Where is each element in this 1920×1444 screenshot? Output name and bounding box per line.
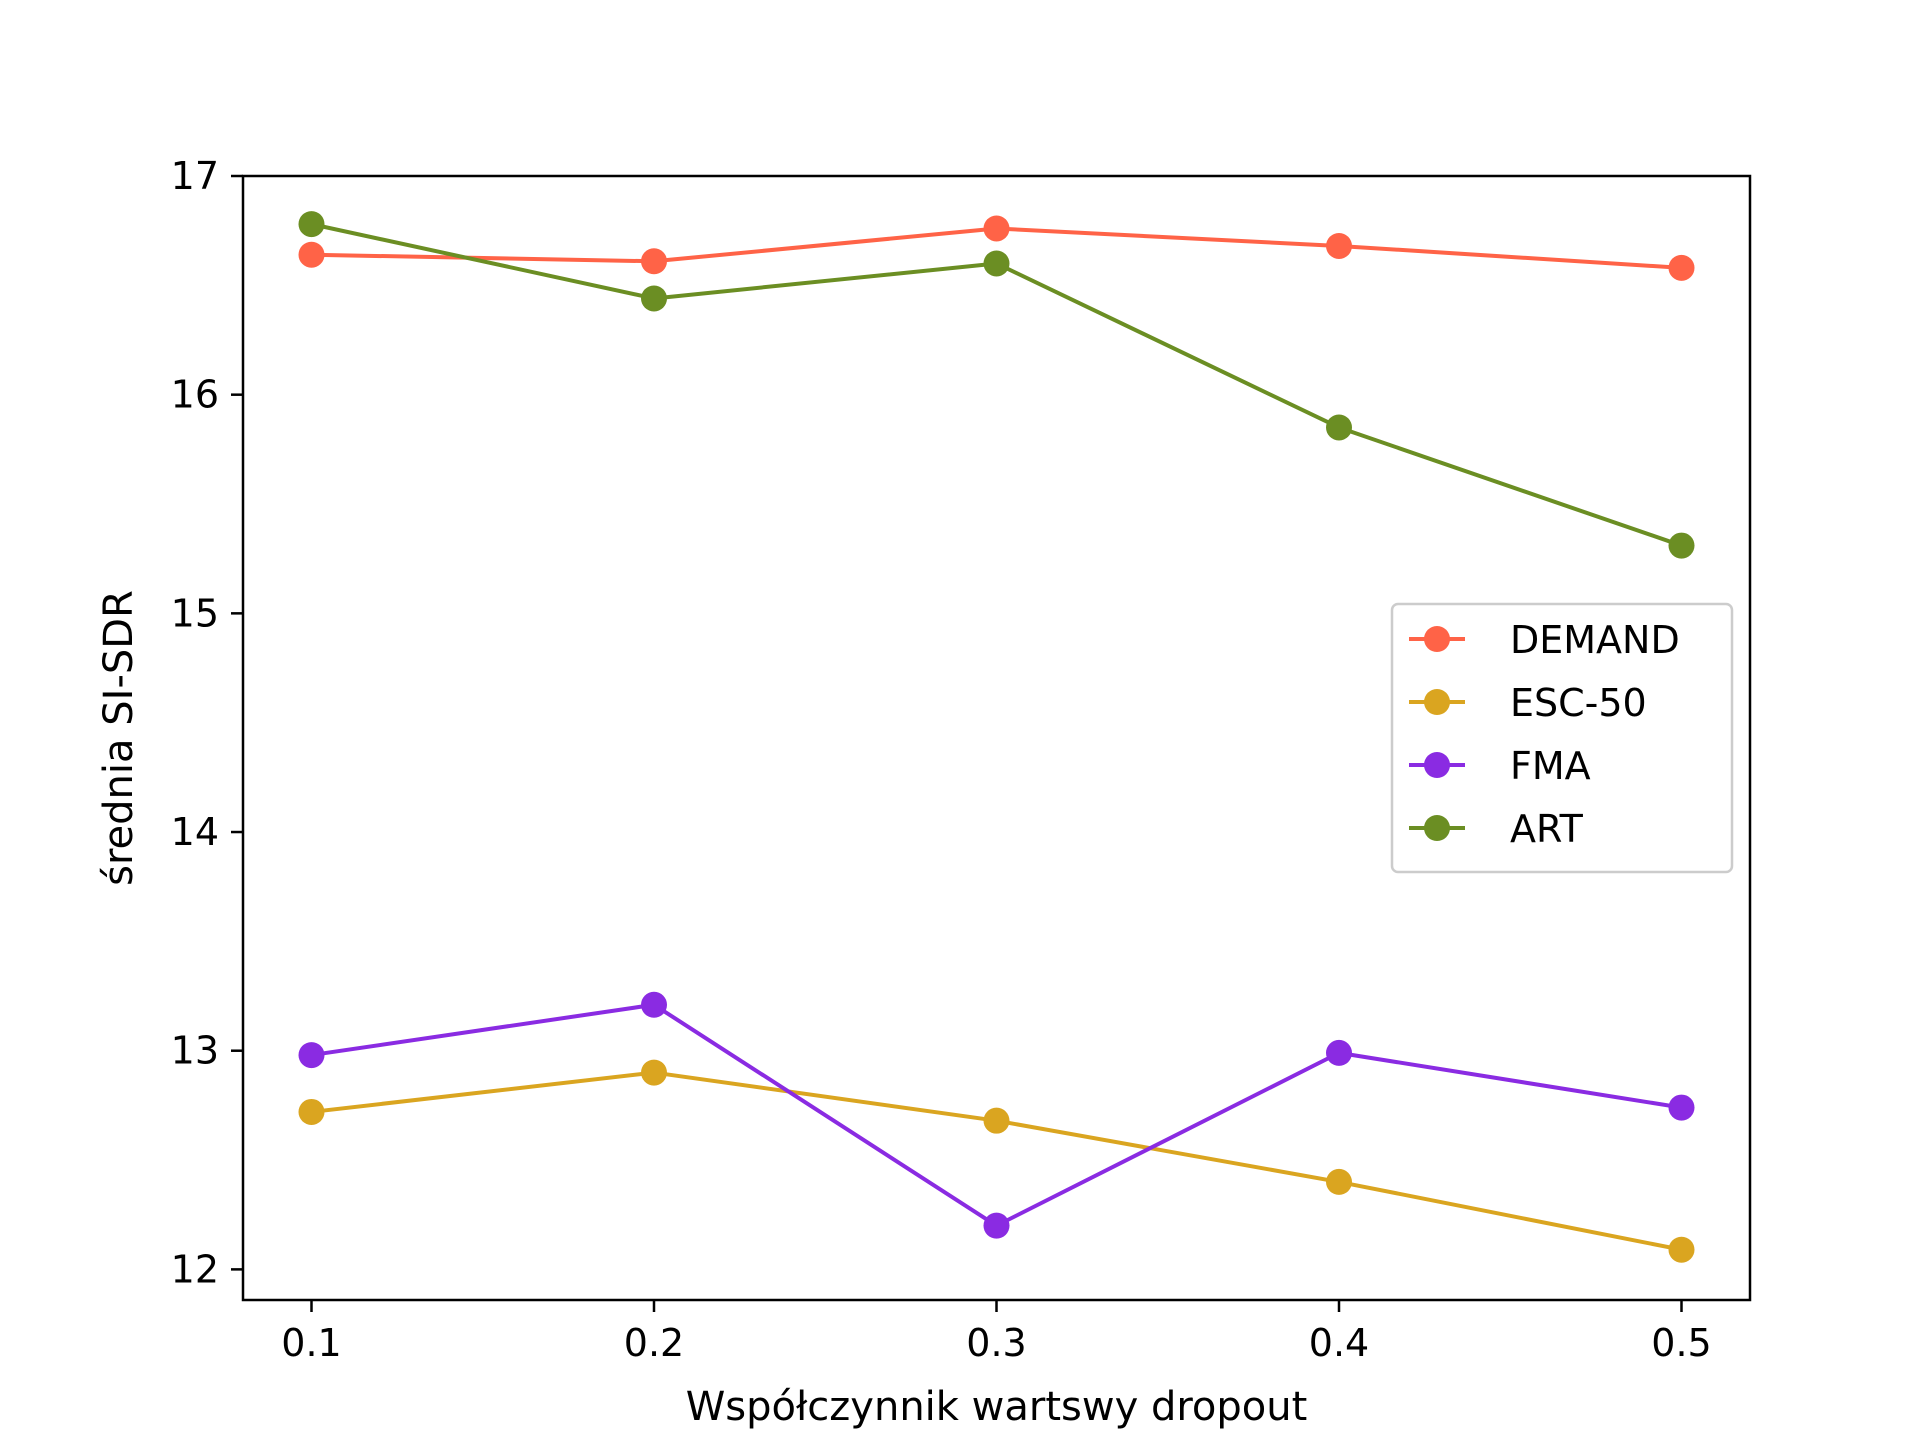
legend-marker [1424, 689, 1450, 715]
legend-item: DEMAND [1409, 618, 1680, 662]
legend-box [1390, 602, 1734, 874]
x-tick-label: 0.3 [966, 1321, 1026, 1365]
data-point [1668, 532, 1695, 559]
x-tick-label: 0.4 [1309, 1321, 1369, 1365]
data-point [983, 1212, 1010, 1239]
data-point [1326, 232, 1352, 259]
data-point [641, 248, 667, 275]
data-point [1668, 1094, 1695, 1121]
legend-item: FMA [1409, 744, 1591, 788]
legend-label: ESC-50 [1510, 681, 1647, 725]
series-art [298, 211, 1695, 559]
series-layer [298, 211, 1695, 1263]
data-point [298, 1098, 325, 1125]
legend-label: DEMAND [1510, 618, 1680, 662]
series-fma [298, 991, 1695, 1239]
data-point [298, 211, 325, 238]
x-tick-label: 0.5 [1651, 1321, 1711, 1365]
legend-marker [1424, 752, 1450, 778]
x-axis-label: Współczynnik wartswy dropout [686, 1384, 1308, 1430]
legend-label: FMA [1510, 744, 1591, 788]
y-tick-label: 13 [171, 1029, 219, 1073]
data-point [1668, 1236, 1695, 1263]
data-point [641, 991, 667, 1018]
data-point [983, 250, 1010, 277]
legend-item: ART [1409, 807, 1584, 851]
x-tick-label: 0.2 [624, 1321, 684, 1365]
y-tick-label: 16 [171, 373, 219, 417]
y-axis: 12 13 14 15 16 17 [171, 154, 243, 1291]
data-point [298, 241, 325, 268]
y-tick-label: 12 [171, 1247, 219, 1291]
x-axis: 0.1 0.2 0.3 0.4 0.5 [281, 1300, 1712, 1365]
y-tick-label: 17 [171, 154, 219, 198]
legend: DEMAND ESC-50 FMA ART [1390, 602, 1734, 874]
data-point [641, 1059, 667, 1086]
legend-marker [1424, 815, 1450, 841]
y-tick-label: 15 [171, 591, 219, 635]
data-point [298, 1042, 325, 1069]
y-axis-label: średnia SI-SDR [96, 590, 142, 886]
data-point [1326, 414, 1352, 441]
data-point [983, 215, 1010, 242]
data-point [641, 285, 667, 312]
series-esc-50 [298, 1059, 1695, 1263]
data-point [1326, 1168, 1352, 1195]
data-point [1668, 254, 1695, 281]
legend-marker [1424, 626, 1450, 652]
series-demand [298, 215, 1695, 281]
legend-item: ESC-50 [1409, 681, 1647, 725]
legend-label: ART [1510, 807, 1584, 851]
data-point [983, 1107, 1010, 1134]
x-tick-label: 0.1 [281, 1321, 341, 1365]
data-point [1326, 1039, 1352, 1066]
y-tick-label: 14 [171, 810, 219, 854]
